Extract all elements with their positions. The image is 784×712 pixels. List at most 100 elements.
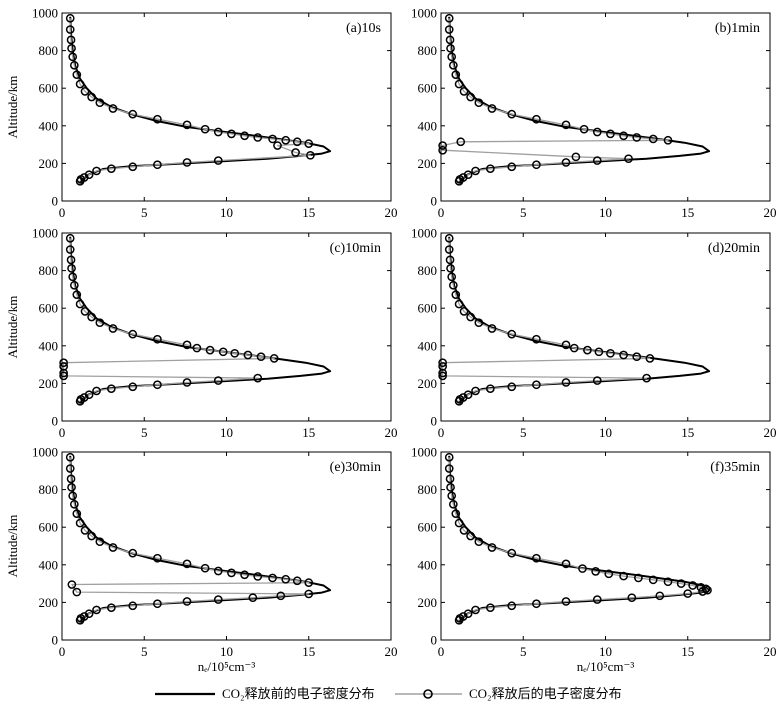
y-axis-label: Altitude/km	[5, 76, 20, 139]
data-point	[273, 141, 282, 150]
data-point	[95, 318, 105, 328]
data-point	[65, 233, 75, 243]
data-point	[182, 120, 192, 130]
data-point	[487, 543, 497, 552]
subplot-5: 0 5 10 15 2002004006008001000(e)30minAltitud…	[5, 445, 398, 675]
panel-title: (e)30min	[330, 460, 381, 475]
legend-after-swatch-marker	[423, 689, 433, 699]
data-point	[624, 154, 633, 164]
legend: CO₂释放前的电子密度分布 CO₂释放后的电子密度分布	[155, 686, 622, 701]
y-tick-label: 0	[52, 194, 59, 209]
x-tick-label: 20	[764, 205, 777, 220]
data-point	[107, 384, 116, 394]
data-point	[304, 139, 314, 149]
data-point	[487, 324, 497, 333]
data-point	[471, 386, 480, 396]
data-point	[67, 580, 77, 589]
x-tick-label: 15	[302, 205, 315, 220]
x-tick-label: 5	[141, 644, 148, 659]
data-point	[561, 378, 571, 387]
data-point	[66, 255, 76, 265]
x-tick-label: 5	[520, 205, 527, 220]
data-point	[447, 52, 457, 62]
data-point	[281, 135, 291, 145]
data-point	[75, 79, 85, 89]
data-point	[84, 390, 94, 400]
data-point	[72, 509, 82, 519]
data-point	[619, 571, 628, 581]
subplot-1: 0 5 10 15 2002004006008001000(a)10sAltitude/…	[5, 6, 398, 221]
data-point	[128, 548, 138, 558]
panel-title: (d)20min	[708, 241, 760, 256]
data-point	[648, 575, 658, 585]
data-point	[65, 25, 75, 34]
data-point	[676, 579, 686, 588]
data-point	[604, 569, 614, 579]
data-point	[68, 491, 78, 501]
data-point	[561, 158, 571, 167]
data-point	[153, 334, 162, 344]
series-after-line	[441, 238, 651, 402]
data-point	[561, 559, 571, 569]
data-point	[218, 347, 228, 357]
series-after-line	[69, 457, 310, 621]
y-tick-label: 1000	[32, 226, 58, 241]
panel-title: (f)35min	[710, 460, 760, 475]
data-point	[248, 593, 258, 603]
panel-title: (c)10min	[330, 241, 381, 256]
data-point	[655, 591, 665, 601]
data-point	[474, 318, 484, 328]
data-point	[240, 570, 249, 580]
data-point	[182, 340, 192, 350]
data-point	[532, 160, 541, 170]
y-tick-label: 1000	[411, 445, 437, 460]
data-point	[456, 137, 466, 147]
x-tick-label: 15	[302, 644, 315, 659]
data-point	[65, 13, 75, 23]
y-tick-label: 800	[418, 263, 438, 278]
y-tick-label: 1000	[32, 445, 58, 460]
data-point	[227, 129, 236, 139]
data-point	[696, 583, 706, 592]
x-tick-label: 0	[59, 425, 66, 440]
y-tick-label: 600	[39, 520, 59, 535]
data-point	[69, 499, 79, 509]
x-tick-label: 20	[385, 205, 398, 220]
data-point	[213, 376, 223, 385]
x-tick-label: 15	[302, 425, 315, 440]
data-point	[306, 150, 315, 160]
data-point	[451, 509, 461, 519]
data-point	[75, 299, 85, 309]
data-point	[84, 170, 94, 180]
x-tick-label: 20	[764, 644, 777, 659]
data-point	[72, 70, 82, 80]
y-tick-label: 600	[418, 81, 438, 96]
data-point	[68, 272, 78, 282]
data-point	[75, 518, 85, 528]
y-tick-label: 0	[431, 194, 438, 209]
data-point	[471, 166, 480, 176]
data-point	[438, 362, 447, 371]
y-tick-label: 200	[418, 376, 438, 391]
y-tick-label: 200	[418, 595, 438, 610]
series-after-line	[69, 18, 312, 182]
data-point	[66, 35, 76, 45]
y-tick-label: 800	[418, 43, 438, 58]
data-point	[606, 129, 615, 139]
y-tick-label: 0	[431, 414, 438, 429]
data-point	[200, 563, 210, 573]
x-tick-label: 0	[59, 205, 66, 220]
x-tick-label: 15	[681, 205, 694, 220]
data-point	[606, 348, 615, 358]
y-tick-label: 0	[52, 414, 59, 429]
data-point	[561, 597, 571, 606]
data-point	[227, 568, 236, 578]
data-point	[444, 245, 454, 254]
data-point	[446, 482, 455, 492]
data-point	[65, 464, 75, 473]
y-tick-label: 600	[418, 301, 438, 316]
data-point	[182, 597, 192, 606]
